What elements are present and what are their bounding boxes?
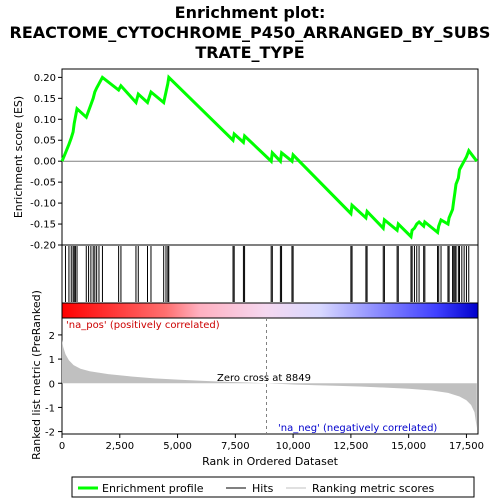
- es-y-tick-label: -0.20: [30, 241, 56, 252]
- metric-panel-frame: [61, 317, 479, 435]
- metric-y-ticks: -2 -1 0 1 2: [45, 331, 62, 439]
- x-tick-label: 10,000: [276, 441, 311, 452]
- es-y-tick-label: 0.05: [34, 136, 56, 147]
- x-tick-label: 7,500: [221, 441, 250, 452]
- es-y-tick-label: 0.10: [34, 115, 56, 126]
- x-tick-label: 5,000: [163, 441, 192, 452]
- x-ticks: 0 2,500 5,000 7,500 10,000 12,500 15,000 17,500: [59, 434, 484, 452]
- es-y-tick-label: -0.15: [30, 220, 56, 231]
- x-tick-label: 12,500: [333, 441, 368, 452]
- x-tick-label: 17,500: [449, 441, 484, 452]
- ranking-metric-area: [62, 339, 477, 428]
- metric-y-tick-label: -2: [45, 428, 55, 439]
- x-tick-label: 2,500: [105, 441, 134, 452]
- legend-profile-label: Enrichment profile: [102, 482, 204, 495]
- chart-title-line-2: REACTOME_CYTOCHROME_P450_ARRANGED_BY_SUB…: [10, 23, 491, 42]
- es-y-tick-label: 0.00: [34, 157, 56, 168]
- metric-y-tick-label: 0: [49, 379, 55, 390]
- metric-y-tick-label: 2: [49, 331, 55, 342]
- es-panel: -0.20 -0.15 -0.10 -0.05 0.00 0.05 0.10 0.15 0.20: [30, 68, 479, 252]
- hits-panel: [61, 244, 479, 304]
- positive-correlation-label: 'na_pos' (positively correlated): [66, 320, 220, 331]
- es-y-tick-label: -0.05: [30, 178, 56, 189]
- metric-y-axis-label: Ranked list metric (PreRanked): [30, 290, 43, 460]
- ranking-color-band: [61, 302, 479, 319]
- enrichment-profile-line: [60, 74, 478, 240]
- x-axis-label: Rank in Ordered Dataset: [202, 455, 339, 468]
- es-y-tick-label: -0.10: [30, 199, 56, 210]
- es-y-tick-label: 0.20: [34, 73, 56, 84]
- legend-hits-label: Hits: [252, 482, 274, 495]
- legend-metric-label: Ranking metric scores: [312, 482, 434, 495]
- chart-title-line-1: Enrichment plot:: [175, 3, 326, 22]
- x-tick-label: 0: [59, 441, 65, 452]
- negative-correlation-label: 'na_neg' (negatively correlated): [278, 423, 437, 434]
- chart-title-line-3: TRATE_TYPE: [195, 43, 304, 62]
- zero-cross-label: Zero cross at 8849: [217, 373, 311, 384]
- hits-panel-frame: [61, 244, 479, 304]
- legend-frame: [71, 476, 475, 498]
- es-panel-frame: [61, 68, 479, 246]
- metric-panel: -2 -1 0 1 2 0 2,500 5,000 7,500 10,000 12,500 15,0…: [45, 317, 484, 452]
- es-y-tick-label: 0.15: [34, 94, 56, 105]
- hit-markers: [64, 246, 470, 302]
- metric-y-tick-label: 1: [49, 355, 55, 366]
- legend: Enrichment profile Hits Ranking metric s…: [71, 476, 475, 498]
- x-tick-label: 15,000: [391, 441, 426, 452]
- es-y-ticks: -0.20 -0.15 -0.10 -0.05 0.00 0.05 0.10 0.15 0.20: [30, 73, 62, 252]
- es-y-axis-label: Enrichment score (ES): [12, 96, 25, 218]
- metric-y-tick-label: -1: [45, 403, 55, 414]
